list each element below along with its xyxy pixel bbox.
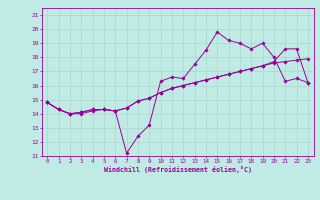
X-axis label: Windchill (Refroidissement éolien,°C): Windchill (Refroidissement éolien,°C) xyxy=(104,166,252,173)
